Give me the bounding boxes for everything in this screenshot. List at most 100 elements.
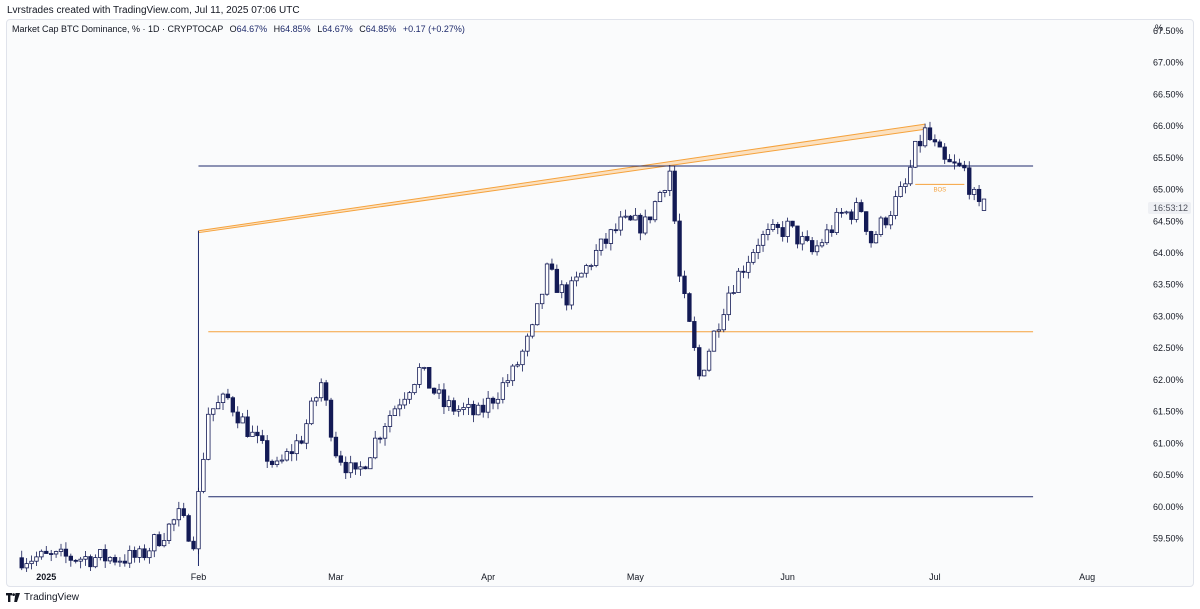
candle-body-down [677,220,682,277]
candle [471,400,476,423]
candle-body-down [181,508,186,517]
candle [706,348,712,372]
price-tick-label: 67.50% [1153,26,1184,36]
candle-body-down [122,560,127,564]
candle-body-up [161,540,167,547]
candle-body-down [323,382,329,401]
candle-body-down [849,211,854,220]
candle-body-up [215,402,221,410]
candle [539,293,545,309]
candle-body-up [461,407,466,410]
candle [844,210,849,215]
candle-body-down [672,170,677,222]
candle-body-up [117,560,123,563]
candle [53,550,59,558]
candle-body-up [274,460,280,465]
candle-body-down [647,216,653,221]
candle-body-down [73,559,78,562]
candle-body-up [495,398,501,404]
candle-body-down [628,215,633,221]
open-value: 64.67% [236,24,268,34]
candle [584,263,589,278]
candle-body-up [785,220,790,237]
candle [225,388,231,400]
candle-body-down [687,293,692,322]
candle-body-down [863,211,869,232]
candle [132,546,137,563]
candle [206,407,211,461]
symbol-legend[interactable]: Market Cap BTC Dominance, % · 1D · CRYPT… [12,24,465,34]
candle-body-up [520,350,525,366]
candle [898,181,903,198]
candle-body-down [809,240,815,253]
candle [63,542,69,564]
candle-body-up [397,404,402,410]
candle [972,187,977,201]
candle-body-up [888,215,893,226]
candle [323,379,329,406]
candle [638,213,643,241]
candle [196,487,201,555]
candle [721,308,726,333]
candle-body-down [230,397,236,413]
candle-body-up [878,217,884,235]
price-axis-unit: % [1155,23,1164,33]
candle-body-up [201,458,206,492]
candle-body-up [93,557,98,568]
candle [500,377,506,404]
candle [559,280,564,299]
candle [235,406,240,429]
candle-body-down [942,146,947,160]
candle-body-up [485,397,491,413]
candle-body-up [770,224,776,230]
candle [171,518,177,532]
candle-body-up [824,229,830,244]
candle-body-down [805,236,810,241]
candle-body-down [265,440,270,462]
price-tick-label: 66.00% [1153,121,1184,131]
candle-body-up [422,367,427,369]
candle [932,134,938,147]
candle-body-down [63,548,69,557]
candle-body-up [726,292,731,316]
tradingview-logo-icon [6,593,20,602]
candle-body-up [633,214,638,221]
candle-body-up [309,400,314,425]
candle-body-up [152,534,157,552]
candle [19,550,24,571]
candle [657,190,663,203]
candle [314,396,319,407]
candle-body-down [289,451,294,455]
chart-panel[interactable] [6,19,1194,587]
time-tick-label: Jun [780,572,795,582]
candle [353,462,358,475]
candle-body-up [652,201,658,221]
candle-body-up [898,186,903,197]
candle [211,408,216,422]
candle [387,410,393,433]
candle-body-up [711,330,717,352]
candle [230,396,236,417]
candle-body-up [107,557,113,562]
candle [49,549,54,562]
candle-body-up [78,558,83,562]
candle [309,397,314,426]
candle [780,221,785,242]
candle [809,236,815,255]
candle [824,223,830,245]
candle-body-down [377,437,383,440]
candle [269,459,275,468]
candle [186,513,191,542]
candle [201,452,206,494]
candle-body-down [564,284,569,306]
candle [530,323,535,339]
candle-body-down [937,141,942,148]
close-label: C [359,24,366,34]
candle-body-up [657,192,663,203]
candle-body-up [618,216,623,231]
candle-body-up [373,437,378,459]
candle-body-up [539,293,545,305]
high-value: 64.85% [280,24,311,34]
candle-body-down [255,431,260,437]
